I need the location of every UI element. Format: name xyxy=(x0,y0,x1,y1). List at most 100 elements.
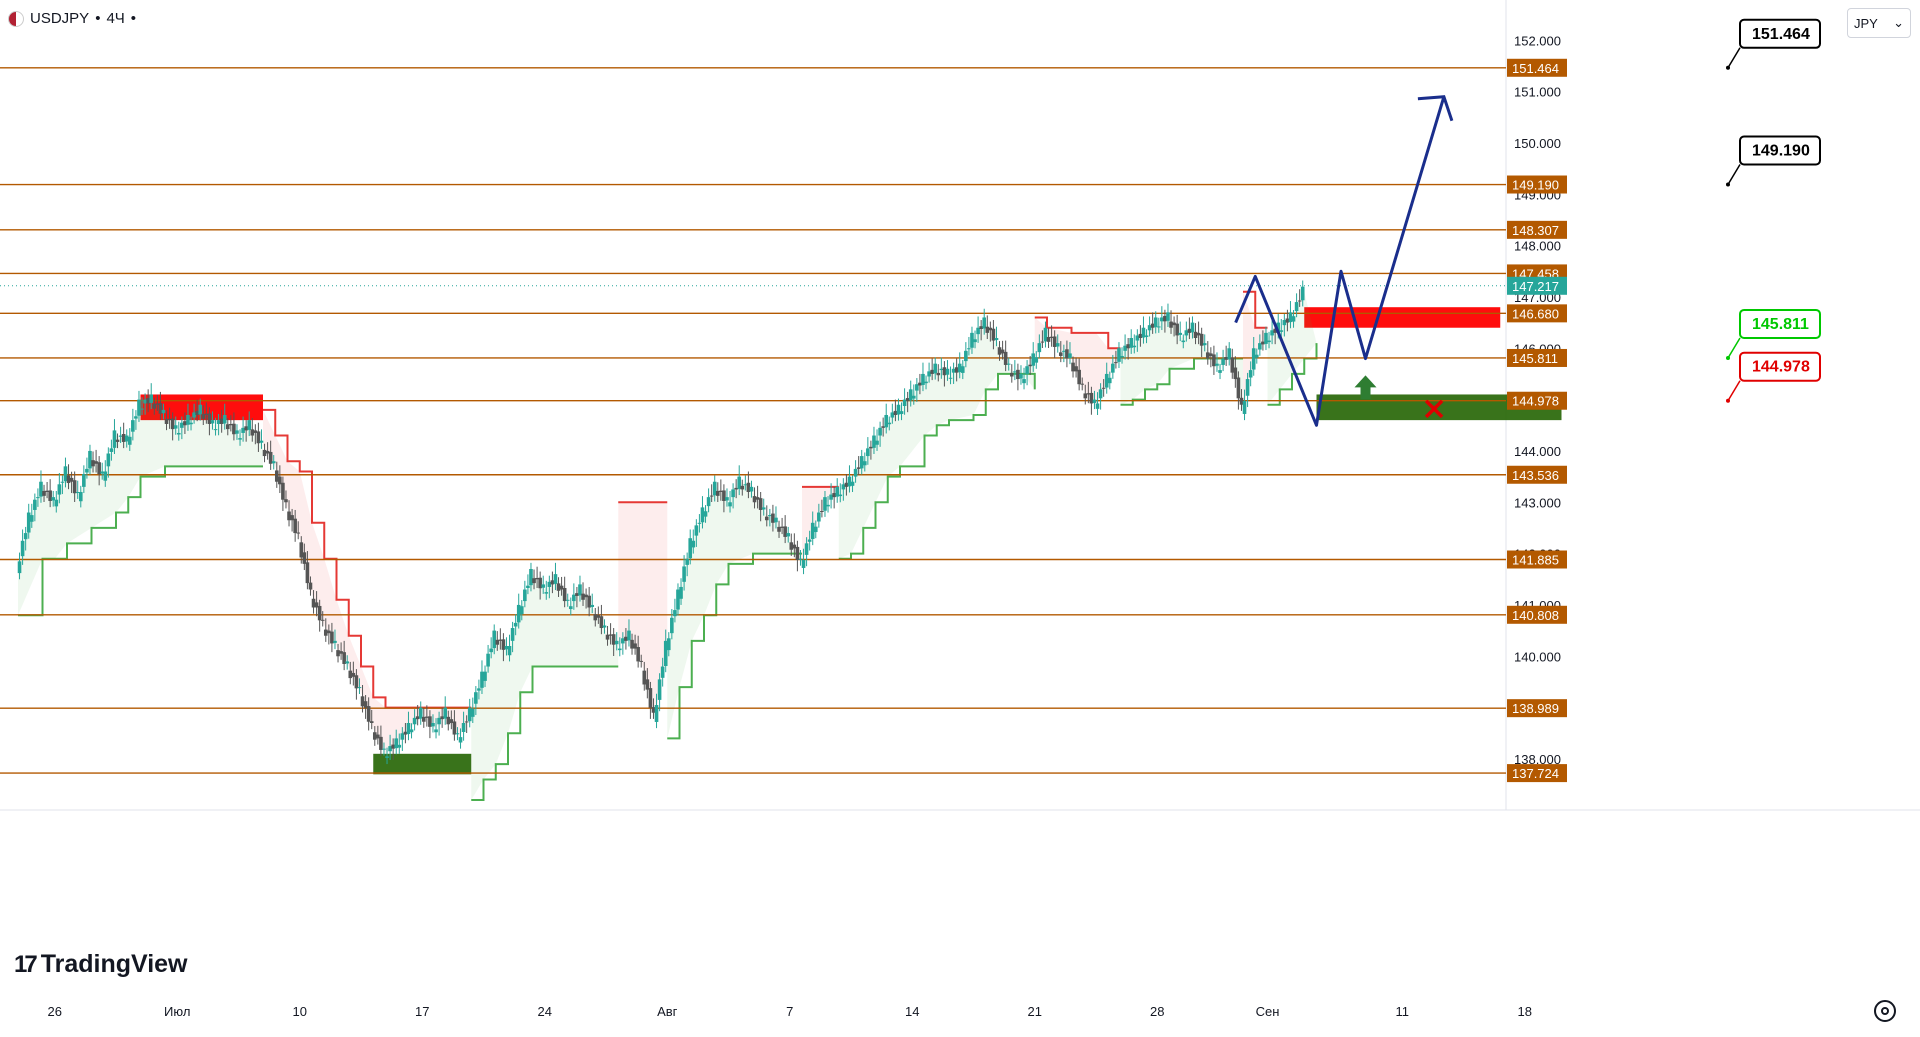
candle-body xyxy=(161,409,166,414)
candle-body xyxy=(908,389,913,401)
candle-body xyxy=(1261,341,1265,345)
candle-body xyxy=(17,561,22,574)
callout-box[interactable] xyxy=(1739,308,1821,339)
candle-body xyxy=(639,660,644,662)
price-axis-tick: 148.000 xyxy=(1514,239,1561,254)
callout-anchor xyxy=(1726,398,1730,403)
candle-body xyxy=(587,595,591,608)
candle-body xyxy=(366,706,371,722)
candle-body xyxy=(253,430,258,433)
candle-body xyxy=(42,490,46,496)
candle-body xyxy=(1031,353,1036,366)
symbol-header[interactable]: USDJPY • 4Ч • xyxy=(8,10,136,27)
candle-body xyxy=(709,495,714,497)
candle-body xyxy=(1230,357,1235,373)
separator: • xyxy=(130,10,137,27)
candle-body xyxy=(222,415,227,424)
candle-body xyxy=(85,468,89,473)
candle-body xyxy=(412,717,417,725)
candle-body xyxy=(835,486,840,497)
candle-body xyxy=(78,492,83,502)
candle-body xyxy=(1055,343,1060,347)
candle-body xyxy=(921,373,925,385)
candle-body xyxy=(1095,403,1100,409)
callout-anchor xyxy=(1726,65,1730,70)
candle-body xyxy=(88,450,92,469)
candle-body xyxy=(786,533,791,537)
candle-body xyxy=(630,639,634,649)
candle-body xyxy=(39,481,43,497)
candle-body xyxy=(458,737,463,743)
callout-label: 144.978 xyxy=(1752,359,1810,376)
trailing-stop-line xyxy=(471,665,619,801)
candle-body xyxy=(1239,397,1244,405)
candle-body xyxy=(1212,354,1216,367)
candle-body xyxy=(1205,352,1210,359)
candle-body xyxy=(268,451,273,464)
currency-selector[interactable]: JPY ⌄ xyxy=(1847,8,1911,38)
candle-body xyxy=(256,431,261,444)
candle-body xyxy=(33,499,37,510)
candle-body xyxy=(847,476,852,487)
time-axis-label: 17 xyxy=(415,1004,429,1019)
candle-body xyxy=(48,490,52,501)
candle-body xyxy=(299,542,304,558)
forecast-path[interactable] xyxy=(1234,96,1446,427)
brand-name: TradingView xyxy=(40,950,188,978)
candle-body xyxy=(437,717,441,725)
candle-body xyxy=(795,546,800,561)
callout-box[interactable] xyxy=(1739,135,1821,166)
candle-body xyxy=(887,422,892,425)
candle-body xyxy=(1248,370,1253,378)
candle-body xyxy=(810,522,815,539)
candle-body xyxy=(192,412,196,418)
candle-body xyxy=(1046,336,1051,342)
level-price-tag xyxy=(1507,348,1567,367)
candle-body xyxy=(397,744,402,748)
candle-body xyxy=(330,631,334,644)
candle-body xyxy=(792,544,797,549)
candle-body xyxy=(207,413,212,424)
trailing-stop-fill xyxy=(471,574,619,800)
time-axis-label: Июл xyxy=(164,1004,190,1019)
chevron-down-icon: ⌄ xyxy=(1893,15,1904,30)
candle-body xyxy=(899,411,904,414)
candle-body xyxy=(1153,317,1158,328)
candle-body xyxy=(1150,323,1155,328)
price-axis-tick: 140.000 xyxy=(1514,649,1561,664)
candle-body xyxy=(694,525,699,536)
callout-pointer xyxy=(1727,164,1741,185)
candle-body xyxy=(311,598,316,608)
settings-gear-icon[interactable] xyxy=(1874,1000,1896,1022)
candle-body xyxy=(636,647,640,662)
candle-body xyxy=(452,721,457,735)
candle-body xyxy=(562,587,567,602)
candle-body xyxy=(296,532,301,534)
callout-box[interactable] xyxy=(1739,18,1821,49)
callout-pointer xyxy=(1727,380,1741,402)
candle-body xyxy=(333,640,337,643)
candle-body xyxy=(317,605,322,621)
callout-box[interactable] xyxy=(1739,351,1821,382)
candle-body xyxy=(213,429,218,431)
candle-body xyxy=(679,586,683,599)
candle-body xyxy=(556,583,561,591)
candle-body xyxy=(1267,340,1271,343)
candle-body xyxy=(504,646,509,650)
candle-body xyxy=(890,412,895,418)
candle-body xyxy=(495,639,500,645)
callout-anchor xyxy=(1726,355,1730,360)
candle-body xyxy=(737,476,742,489)
candle-body xyxy=(216,420,221,424)
tradingview-logo[interactable]: 17 TradingView xyxy=(14,950,188,979)
candle-body xyxy=(382,748,386,750)
candle-body xyxy=(1107,377,1112,384)
level-price-label: 140.808 xyxy=(1512,608,1559,623)
level-price-tag xyxy=(1507,699,1567,718)
candle-body xyxy=(339,651,343,654)
candle-body xyxy=(1111,363,1115,373)
candle-body xyxy=(290,515,294,521)
candle-body xyxy=(859,456,864,469)
